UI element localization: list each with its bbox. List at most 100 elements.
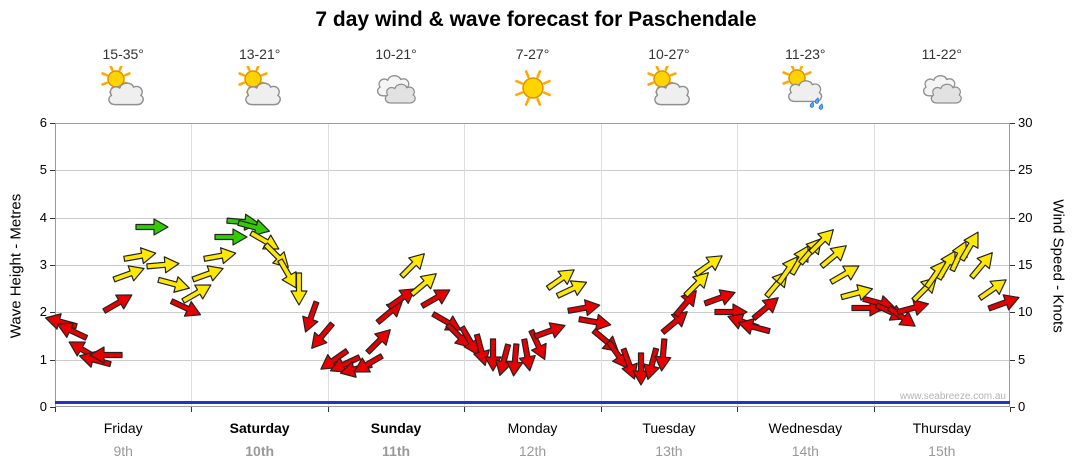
wind-arrow [667,283,704,322]
wind-arrow [490,341,518,379]
wind-arrow [135,217,169,237]
right-axis-tick-label: 25 [1018,162,1033,178]
bottom-axis-tick [737,407,739,412]
weather-icon-sun [510,66,556,112]
plot-border [55,123,1010,407]
weather-icon-sun-cloud [100,64,146,112]
day-date-label: 9th [113,443,133,459]
wind-arrow [504,342,527,378]
wind-arrow [689,247,728,283]
wind-arrow [201,243,238,269]
wind-arrow [89,345,123,365]
left-axis-tick-label: 6 [39,115,47,130]
right-axis-tick-label: 15 [1018,257,1033,272]
left-axis-tick [50,170,55,172]
wind-arrow [701,283,740,313]
gridline-vertical-day-boundary [737,123,739,407]
wind-arrow [678,265,716,303]
bottom-axis-tick [327,407,329,412]
bottom-axis-tick [191,407,193,412]
day-name-label: Monday [507,420,558,436]
day-temperature-range: 11-23° [785,46,826,62]
right-axis-tick-label: 20 [1018,209,1033,225]
right-axis-tick-label: 30 [1018,115,1033,130]
wind-arrow [76,346,114,374]
wind-arrow [271,255,305,294]
wind-arrow [600,335,636,374]
left-axis-tick-label: 4 [39,209,47,225]
left-axis-tick-label: 1 [39,351,47,367]
wind-arrow [189,259,228,289]
day-date-label: 15th [928,443,956,459]
wind-arrow [514,336,540,373]
wind-arrow [52,315,91,347]
wind-arrow [405,265,444,302]
page-title: 7 day wind & wave forecast for Paschenda… [315,8,757,31]
wind-arrow [109,259,148,289]
wind-arrow [122,243,159,269]
gridline-vertical-day-boundary [464,123,466,407]
left-axis-tick [50,123,55,124]
gridline-horizontal [55,217,1010,219]
day-date-label: 12th [518,443,547,459]
gridline-vertical-day-boundary [873,123,875,407]
weather-icon-cloud [373,66,419,112]
wind-arrow [953,226,987,265]
wind-arrow [394,246,432,284]
day-temperature-range: 11-22° [921,46,962,62]
gridline-vertical-day-boundary [600,123,602,407]
wind-arrow [963,246,1000,285]
gridline-horizontal [55,265,1010,266]
wind-arrow [325,348,364,380]
weather-icon-sun-cloud [646,64,692,112]
watermark: www.seabreeze.com.au [899,391,1006,402]
day-temperature-range: 13-21° [238,46,281,62]
wind-arrow [652,337,675,373]
day-temperature-range: 10-21° [375,46,417,62]
bottom-axis-tick [464,407,466,412]
gridline-horizontal [55,312,1010,314]
wind-arrow [655,303,694,340]
day-temperature-range: 15-35° [102,46,144,62]
bottom-axis-tick [873,407,875,412]
left-axis-tick [50,407,55,408]
left-axis-tick-label: 0 [39,399,47,414]
wind-arrow [155,270,193,298]
left-axis-tick-label: 2 [39,304,47,320]
wind-arrow [166,291,205,323]
wind-arrow [314,342,353,378]
day-date-label: 13th [655,443,683,459]
weather-icon-sun-cloud [237,64,283,112]
left-axis-tick [50,265,55,266]
day-name-label: Sunday [370,420,422,436]
wind-arrow [803,222,841,260]
wind-arrow [577,309,614,335]
gridline-vertical-day-boundary [327,123,329,407]
right-axis-tick-label: 5 [1018,351,1026,367]
wind-arrow [882,299,921,335]
left-axis-tick-label: 3 [39,257,47,272]
wind-arrow [177,276,216,310]
day-date-label: 11th [382,443,411,459]
right-axis-tick [1010,217,1015,219]
gridline-horizontal [55,170,1010,172]
wind-arrow [565,295,602,321]
day-name-label: Thursday [912,420,971,436]
day-date-label: 14th [791,443,819,459]
gridline-vertical-day-boundary [191,123,193,407]
right-axis-tick [1010,407,1015,408]
day-name-label: Wednesday [768,420,843,436]
wind-arrow [735,312,773,340]
day-temperature-range: 7-27° [515,46,550,62]
day-date-label: 10th [245,443,275,459]
left-axis-tick [50,359,55,361]
wind-arrow [296,298,326,337]
weather-icon-sun-cloud-rain [782,63,828,112]
wind-arrow [382,280,421,316]
weather-icon-cloud [919,66,965,112]
wind-arrow [440,317,478,355]
right-axis-tick-label: 10 [1018,304,1033,320]
wind-arrow [360,322,398,360]
wind-arrow [289,272,309,306]
